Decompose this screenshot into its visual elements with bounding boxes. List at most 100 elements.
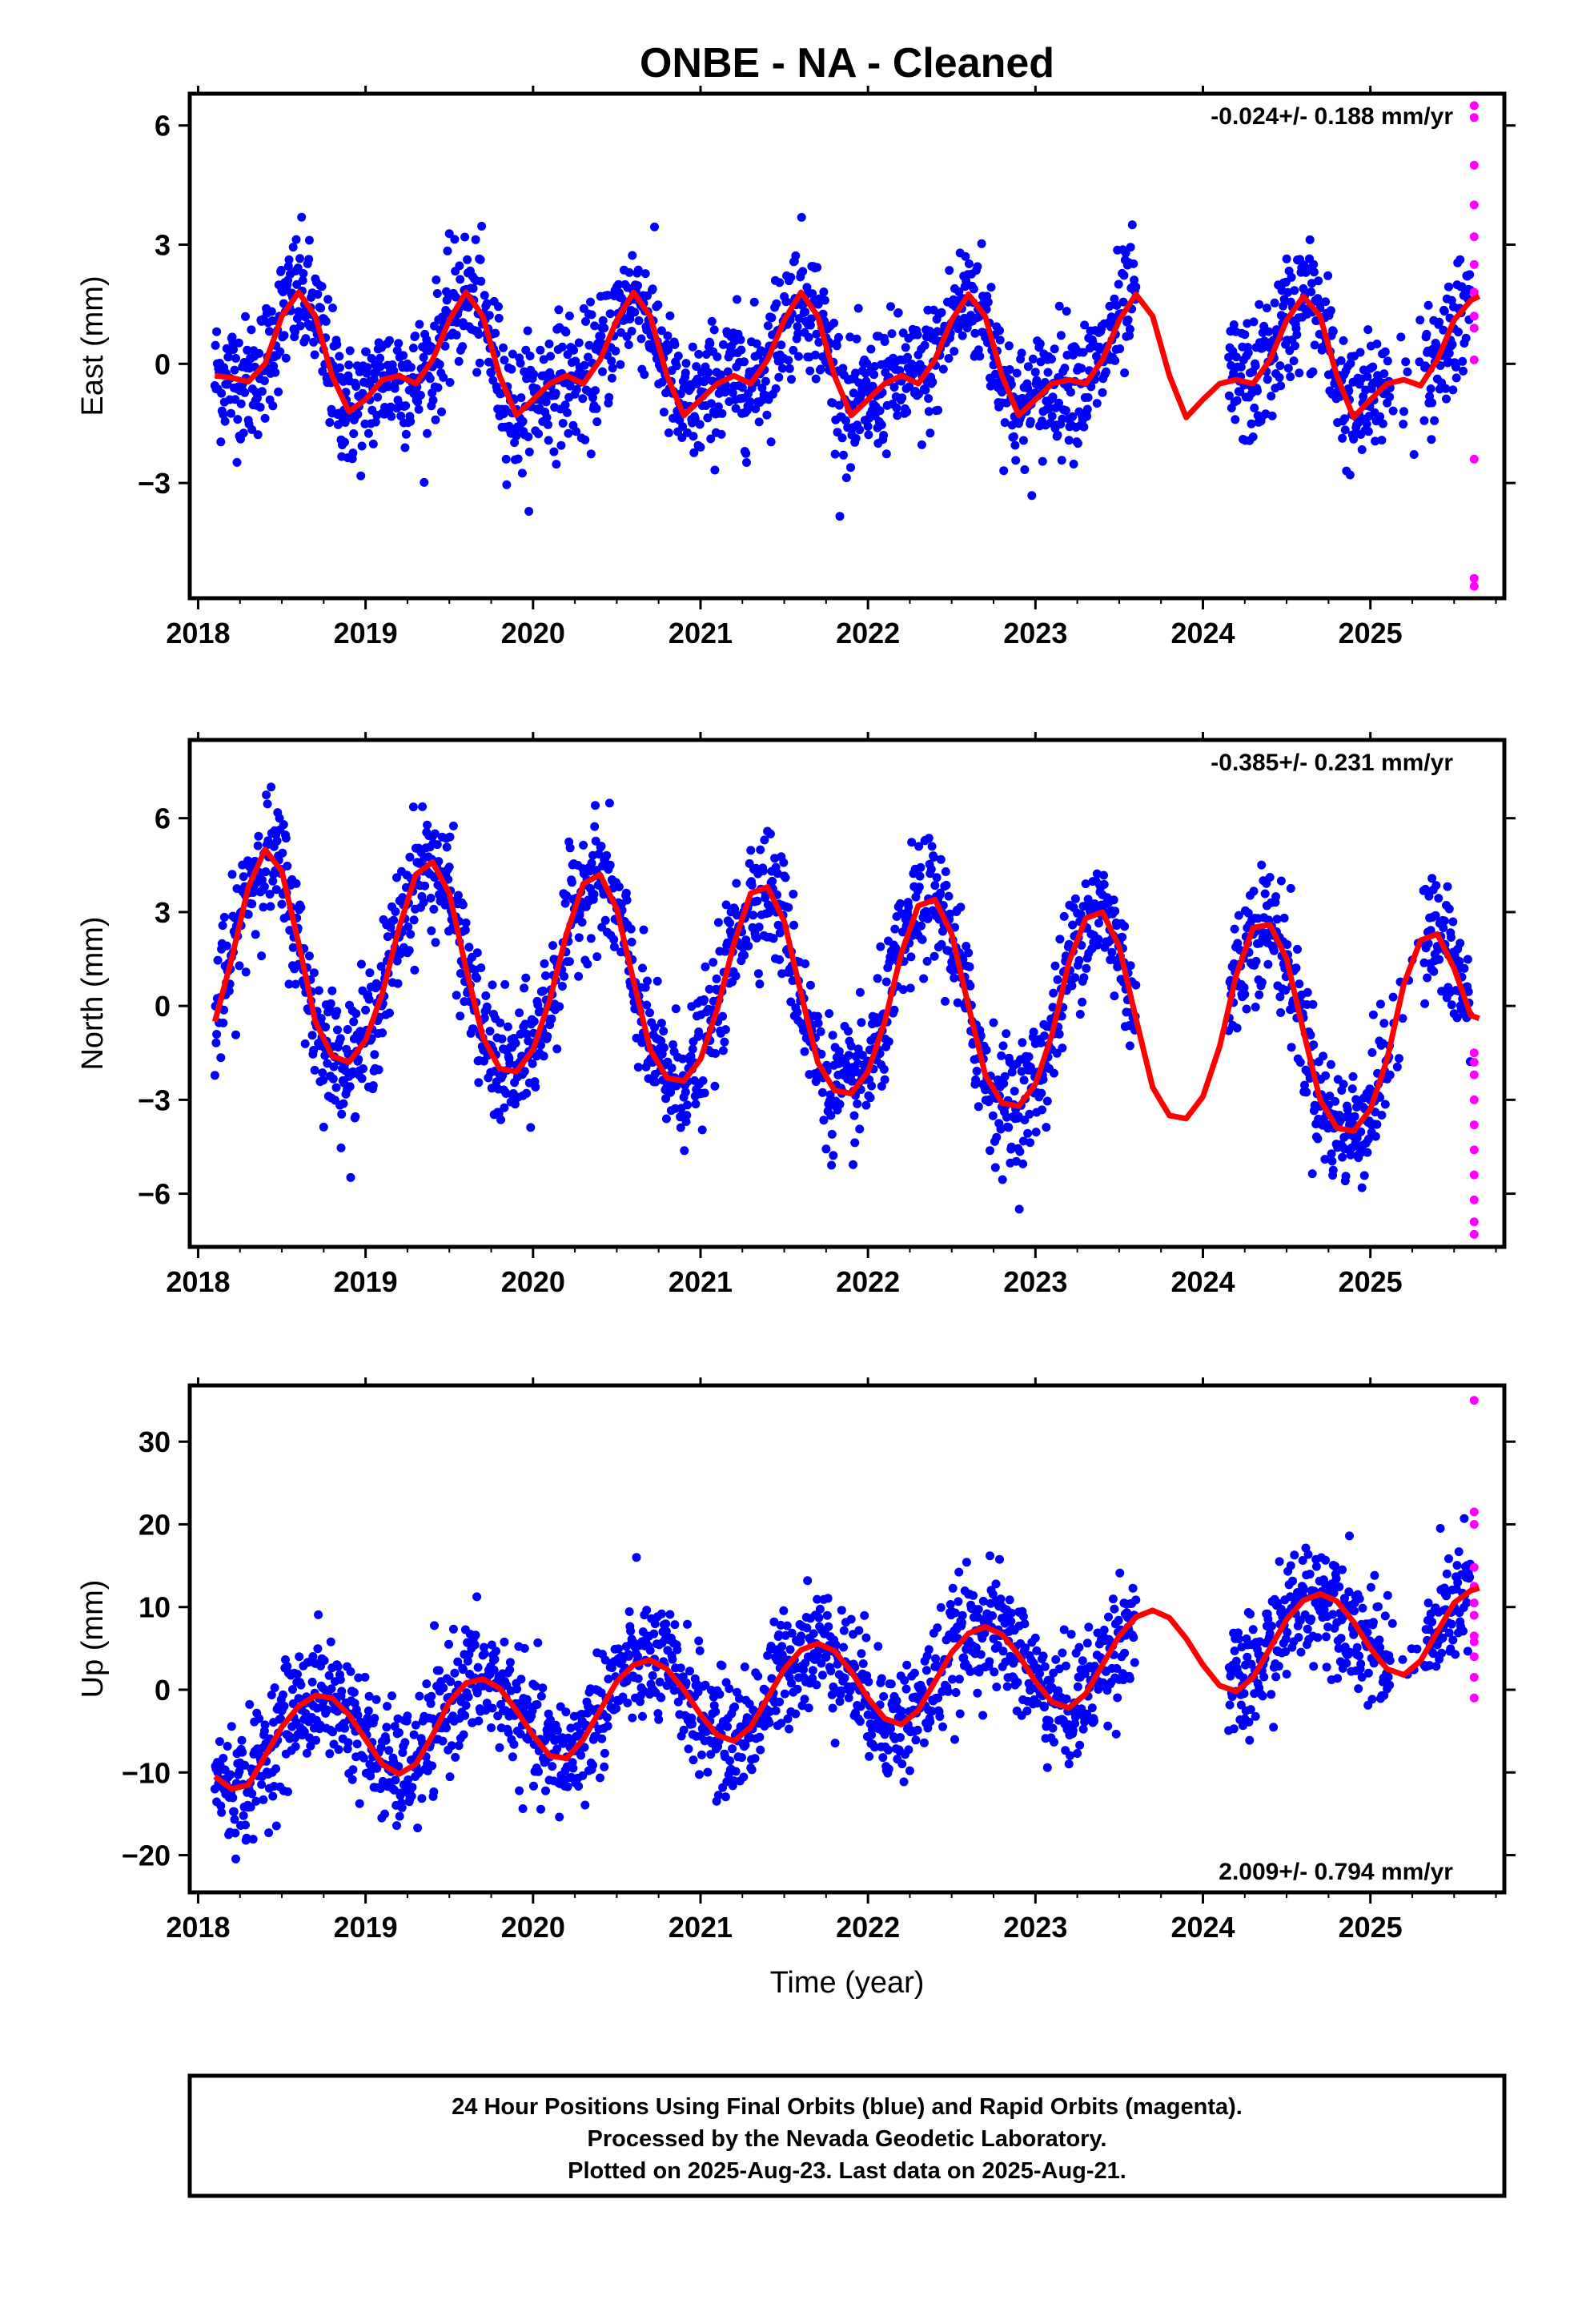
east-final-point [524, 432, 533, 441]
north-final-point [392, 873, 401, 883]
north-final-point [1455, 957, 1464, 966]
east-final-point [1083, 392, 1093, 402]
north-final-point [849, 1160, 857, 1169]
east-final-point [252, 393, 262, 403]
north-final-point [368, 1081, 378, 1091]
up-final-point [771, 1706, 781, 1715]
up-final-point [333, 1662, 343, 1671]
up-final-point [750, 1754, 760, 1763]
east-final-point [736, 335, 745, 344]
north-final-point [337, 1109, 347, 1119]
east-final-point [1249, 317, 1259, 327]
north-final-point [849, 1111, 859, 1120]
north-final-point [789, 890, 798, 899]
north-final-point [825, 1009, 834, 1019]
east-final-point [863, 421, 873, 431]
up-final-point [776, 1620, 785, 1630]
up-final-point [753, 1671, 763, 1681]
east-final-point [975, 352, 985, 361]
east-final-point [737, 383, 747, 392]
north-final-point [1081, 879, 1090, 889]
north-final-point [789, 920, 798, 930]
east-rapid-point [1469, 287, 1479, 297]
up-final-point [327, 1684, 336, 1694]
north-final-point [591, 801, 600, 810]
east-final-point [866, 344, 876, 354]
up-final-point [703, 1767, 713, 1777]
north-final-point [754, 923, 764, 932]
north-final-point [1437, 987, 1447, 996]
east-final-point [1004, 341, 1014, 351]
east-final-point [1292, 330, 1302, 340]
north-rapid-point [1469, 1195, 1479, 1204]
east-final-point [852, 334, 861, 344]
east-final-point [368, 439, 378, 448]
north-final-point [906, 952, 916, 962]
up-final-point [797, 1631, 805, 1641]
east-final-point [499, 343, 508, 352]
east-final-point [879, 431, 889, 440]
east-final-point [321, 316, 331, 326]
north-final-point [263, 799, 272, 809]
east-final-point [216, 437, 226, 447]
up-final-point [353, 1711, 363, 1720]
up-final-point [673, 1645, 682, 1655]
north-final-point [1049, 988, 1058, 998]
east-final-point [517, 468, 527, 478]
east-final-point [1275, 372, 1284, 382]
east-final-point [812, 329, 821, 339]
north-final-point [277, 899, 287, 909]
east-final-point [752, 339, 761, 348]
north-final-point [1444, 904, 1454, 914]
up-final-point [352, 1739, 362, 1749]
north-final-point [915, 871, 925, 881]
up-final-point [435, 1666, 444, 1675]
east-final-point [260, 413, 270, 423]
up-final-point [706, 1750, 716, 1759]
east-final-point [536, 345, 545, 355]
east-final-point [1290, 286, 1299, 296]
north-y-tick-label: −6 [138, 1178, 171, 1211]
up-final-point [740, 1663, 749, 1671]
north-final-point [482, 1002, 492, 1011]
east-final-point [854, 378, 864, 388]
up-final-point [626, 1626, 636, 1636]
up-final-point [661, 1619, 671, 1629]
east-final-point [636, 334, 646, 344]
north-final-point [275, 814, 284, 823]
up-final-point [793, 1684, 802, 1694]
up-final-point [230, 1815, 239, 1824]
up-final-point [558, 1739, 568, 1748]
east-final-point [1314, 276, 1323, 286]
north-final-point [621, 888, 631, 898]
up-final-point [270, 1683, 279, 1692]
east-final-point [283, 261, 293, 271]
east-final-point [1403, 367, 1412, 376]
north-final-point [825, 1090, 835, 1100]
up-final-point [633, 1651, 642, 1661]
east-final-point [1068, 412, 1078, 421]
east-final-point [316, 304, 326, 313]
east-final-point [1275, 361, 1285, 371]
north-final-point [1447, 1000, 1456, 1010]
east-final-point [1399, 420, 1408, 429]
up-final-point [460, 1711, 470, 1720]
up-final-point [295, 1652, 304, 1662]
up-final-point [612, 1703, 621, 1713]
east-final-point [375, 362, 385, 372]
east-final-point [428, 396, 438, 405]
east-final-point [1419, 416, 1429, 425]
north-final-point [480, 1013, 489, 1023]
east-final-point [1251, 361, 1260, 371]
up-final-point [765, 1718, 774, 1727]
north-final-point [942, 880, 951, 890]
north-final-point [1308, 999, 1318, 1009]
east-final-point [917, 440, 926, 449]
east-final-point [689, 448, 699, 457]
north-final-point [526, 1123, 536, 1132]
east-final-point [1068, 350, 1078, 360]
east-final-point [406, 363, 416, 372]
east-final-point [291, 327, 299, 336]
up-final-point [354, 1673, 363, 1683]
north-final-point [1054, 1029, 1064, 1039]
